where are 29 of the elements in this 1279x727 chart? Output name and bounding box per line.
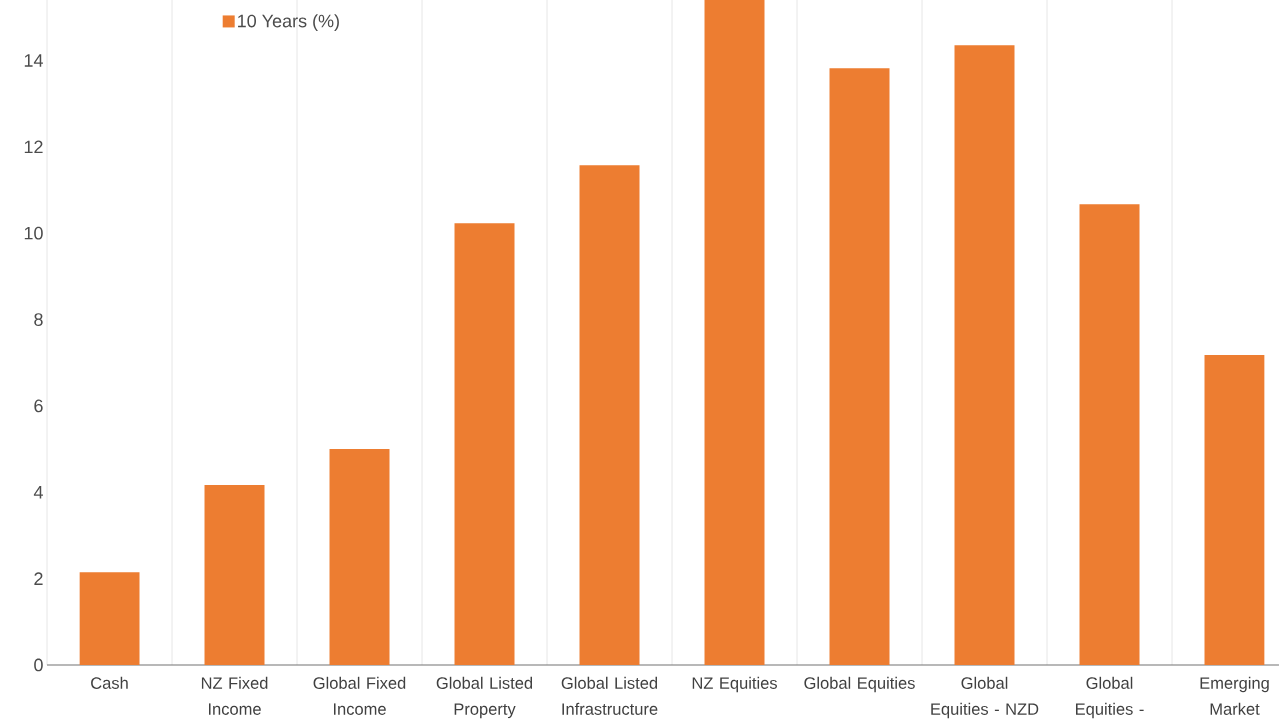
y-tick-label: 8	[34, 313, 43, 326]
bar	[829, 68, 890, 665]
y-tick-label: 4	[33, 486, 43, 499]
y-tick-label: 14	[24, 54, 43, 67]
x-tick-label: Global Listed Infrastructure	[561, 676, 658, 715]
y-tick-label: 6	[34, 399, 43, 413]
x-tick-label: Emerging Market	[1200, 676, 1269, 715]
x-tick-label: Global Listed Property	[436, 676, 533, 719]
bar	[454, 223, 515, 665]
x-tick-label: Global Equities	[804, 676, 915, 693]
y-tick-label: 0	[34, 658, 43, 672]
bar	[329, 449, 390, 665]
x-tick-label: NZ Fixed Income	[201, 676, 268, 715]
legend-label: 10 Years (%)	[238, 14, 339, 31]
bar	[954, 45, 1015, 665]
bar	[579, 165, 640, 665]
y-tick-label: 12	[24, 140, 43, 154]
x-tick-label: Global Equities - NZD	[931, 676, 1039, 719]
x-tick-label: Global Equities -	[1076, 676, 1144, 719]
bar	[79, 572, 140, 665]
x-tick-label: Cash	[91, 676, 128, 689]
y-tick-label: 2	[34, 572, 43, 585]
x-tick-label: NZ Equities	[692, 676, 777, 693]
y-tick-label: 10	[24, 226, 43, 240]
bar	[1204, 354, 1265, 665]
bar	[204, 484, 265, 665]
x-tick-label: Global Fixed Income	[313, 676, 406, 715]
bar	[704, 0, 765, 665]
bar	[1079, 204, 1140, 665]
